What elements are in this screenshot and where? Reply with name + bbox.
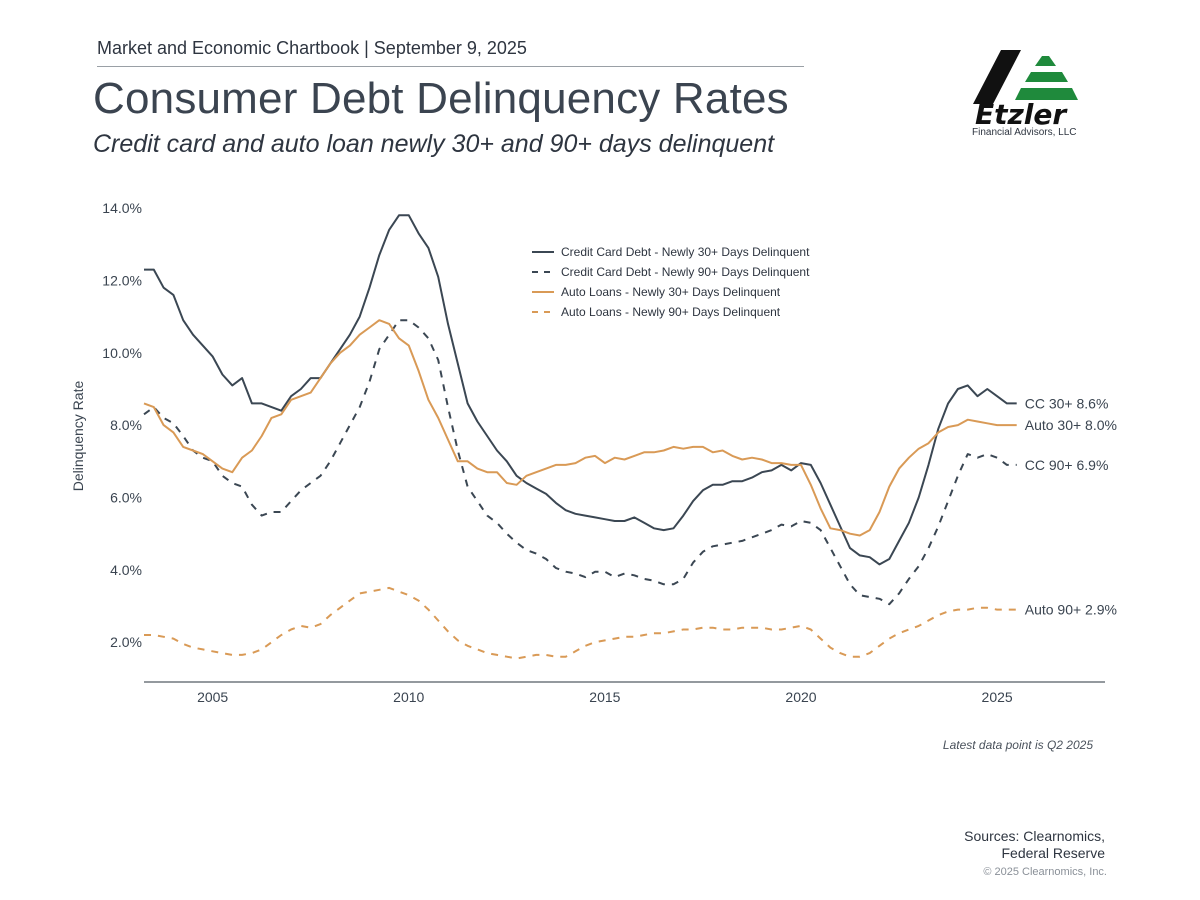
y-tick-label: 12.0%: [102, 272, 142, 288]
y-tick-label: 8.0%: [110, 417, 142, 433]
series-line-auto90: [144, 586, 1017, 660]
sources: Sources: Clearnomics, Federal Reserve: [964, 828, 1105, 862]
y-tick-label: 4.0%: [110, 562, 142, 578]
copyright: © 2025 Clearnomics, Inc.: [983, 866, 1107, 878]
end-label-cc30: CC 30+ 8.6%: [1025, 395, 1109, 411]
x-tick-label: 2020: [785, 689, 816, 705]
series-line-auto30: [143, 319, 1017, 537]
y-tick-label: 2.0%: [110, 634, 142, 650]
legend-label-auto30: Auto Loans - Newly 30+ Days Delinquent: [561, 285, 781, 299]
logo-green-tier-low-icon: [1015, 88, 1078, 100]
series-line-cc90: [143, 319, 1017, 606]
x-tick-label: 2010: [393, 689, 424, 705]
end-label-auto30: Auto 30+ 8.0%: [1025, 417, 1117, 433]
etzler-logo: Etzler: [973, 50, 1078, 131]
y-axis-title: Delinquency Rate: [70, 381, 86, 492]
logo-black-slash-icon: [973, 50, 1021, 104]
logo-tagline: Financial Advisors, LLC: [972, 127, 1077, 138]
latest-data-note: Latest data point is Q2 2025: [942, 738, 1093, 752]
header-divider: [97, 66, 804, 67]
y-tick-label: 14.0%: [102, 200, 142, 216]
end-label-cc90: CC 90+ 6.9%: [1025, 457, 1109, 473]
sources-line-1: Sources: Clearnomics,: [964, 828, 1105, 844]
page-subtitle: Credit card and auto loan newly 30+ and …: [93, 130, 775, 158]
sources-line-2: Federal Reserve: [1001, 845, 1106, 861]
x-tick-label: 2025: [982, 689, 1013, 705]
end-label-auto90: Auto 90+ 2.9%: [1025, 602, 1117, 618]
x-tick-label: 2015: [589, 689, 620, 705]
series-line-cc30: [144, 214, 1017, 566]
y-tick-label: 6.0%: [110, 490, 142, 506]
logo-wordmark: Etzler: [975, 98, 1068, 131]
chartbook-header: Market and Economic Chartbook | Septembe…: [97, 38, 527, 58]
legend-label-auto90: Auto Loans - Newly 90+ Days Delinquent: [561, 305, 781, 319]
legend-label-cc30: Credit Card Debt - Newly 30+ Days Delinq…: [561, 245, 810, 259]
page-title: Consumer Debt Delinquency Rates: [93, 74, 789, 123]
logo-green-tier-mid-icon: [1025, 72, 1068, 82]
legend-label-cc90: Credit Card Debt - Newly 90+ Days Delinq…: [561, 265, 810, 279]
x-tick-label: 2005: [197, 689, 228, 705]
y-tick-label: 10.0%: [102, 345, 142, 361]
logo-green-tier-top-icon: [1035, 56, 1056, 66]
